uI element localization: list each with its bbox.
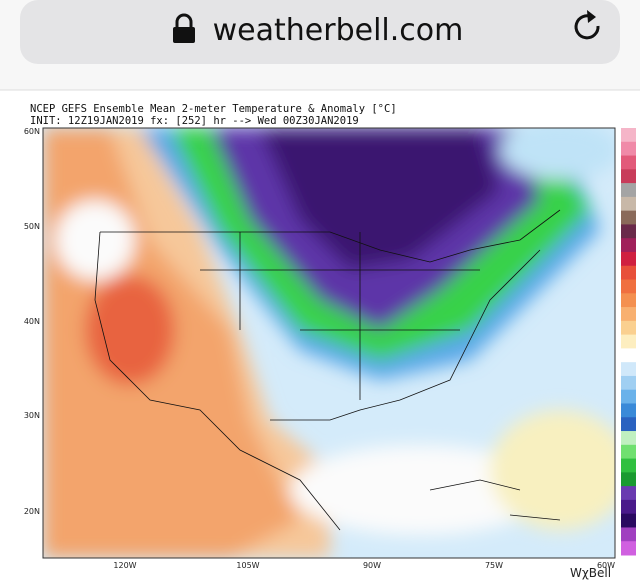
colorbar-swatch xyxy=(621,320,636,336)
lock-icon xyxy=(173,13,195,43)
map-subtitle: INIT: 12Z19JAN2019 fx: [252] hr --> Wed … xyxy=(30,115,359,127)
colorbar-swatch xyxy=(621,417,636,432)
colorbar-swatch xyxy=(621,499,636,515)
colorbar-swatch xyxy=(621,128,636,143)
colorbar-swatch xyxy=(621,251,636,267)
lon-label: 120W xyxy=(113,561,136,570)
colorbar-swatch xyxy=(621,196,636,212)
colorbar-swatch xyxy=(621,279,636,294)
colorbar-swatch xyxy=(621,472,636,487)
colorbar-swatch xyxy=(621,362,636,377)
colorbar-swatch xyxy=(621,431,636,446)
colorbar-swatch xyxy=(621,169,636,184)
colorbar-swatch xyxy=(621,444,636,460)
logo: WχBell xyxy=(570,566,611,580)
url: weatherbell.com xyxy=(213,13,464,48)
lat-label: 60N xyxy=(24,127,40,136)
lon-label: 75W xyxy=(485,561,503,570)
lat-label: 50N xyxy=(24,222,40,231)
map-frame xyxy=(42,127,616,559)
reload-button[interactable] xyxy=(574,10,600,40)
lat-label: 40N xyxy=(24,317,40,326)
colorbar xyxy=(621,128,636,556)
colorbar-swatch xyxy=(621,458,636,473)
lat-label: 20N xyxy=(24,507,40,516)
colorbar-swatch xyxy=(621,183,636,198)
colorbar-swatch xyxy=(621,375,636,391)
lon-label: 60W xyxy=(597,561,615,570)
colorbar-swatch xyxy=(621,141,636,157)
colorbar-swatch xyxy=(621,293,636,308)
colorbar-swatch xyxy=(621,334,636,349)
lon-label: 105W xyxy=(236,561,259,570)
map-title: NCEP GEFS Ensemble Mean 2-meter Temperat… xyxy=(30,103,397,115)
temperature-map xyxy=(43,128,615,558)
colorbar-swatch xyxy=(621,210,636,225)
colorbar-swatch xyxy=(621,486,636,501)
colorbar-swatch xyxy=(621,541,636,556)
colorbar-swatch xyxy=(621,307,636,322)
colorbar-swatch xyxy=(621,389,636,404)
address-field[interactable] xyxy=(20,0,620,64)
colorbar-swatch xyxy=(621,348,636,363)
colorbar-swatch xyxy=(621,527,636,542)
colorbar-swatch xyxy=(621,265,636,281)
colorbar-swatch xyxy=(621,513,636,528)
lon-label: 90W xyxy=(363,561,381,570)
colorbar-swatch xyxy=(621,238,636,253)
colorbar-swatch xyxy=(621,403,636,418)
lat-label: 30N xyxy=(24,411,40,420)
colorbar-swatch xyxy=(621,155,636,170)
colorbar-swatch xyxy=(621,224,636,239)
